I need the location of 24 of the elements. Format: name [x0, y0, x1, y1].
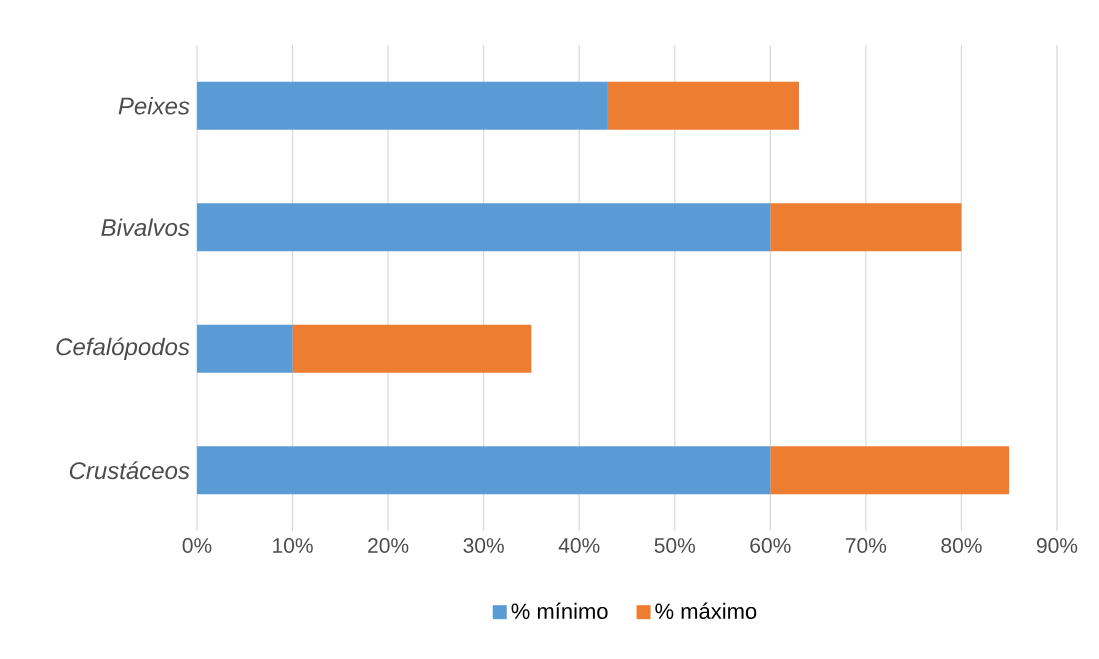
bar [197, 203, 771, 252]
x-tick-label: 80% [941, 538, 982, 553]
legend-label: % máximo [655, 602, 757, 619]
x-tick-label: 40% [558, 538, 600, 553]
bar [770, 203, 962, 252]
x-tick-label: 60% [750, 538, 791, 553]
x-tick-label: 30% [463, 538, 504, 553]
bar [197, 81, 608, 130]
x-tick-label: 20% [368, 538, 409, 553]
x-tick-label: 70% [845, 538, 887, 553]
x-tick-label: 10% [273, 538, 313, 553]
y-tick-label: Crustáceos [69, 461, 190, 480]
bar [607, 81, 799, 130]
bar [292, 324, 532, 373]
legend-label: % mínimo [511, 602, 608, 619]
x-tick-label: 90% [1036, 538, 1078, 553]
bar [197, 324, 293, 373]
bar [770, 446, 1010, 495]
y-tick-label: Cefalópodos [56, 337, 190, 361]
y-tick-label: Peixes [118, 96, 190, 115]
x-tick-label: 0% [182, 538, 212, 553]
y-tick-label: Bivalvos [101, 218, 190, 237]
x-tick-label: 50% [654, 538, 696, 553]
bar [197, 446, 771, 495]
